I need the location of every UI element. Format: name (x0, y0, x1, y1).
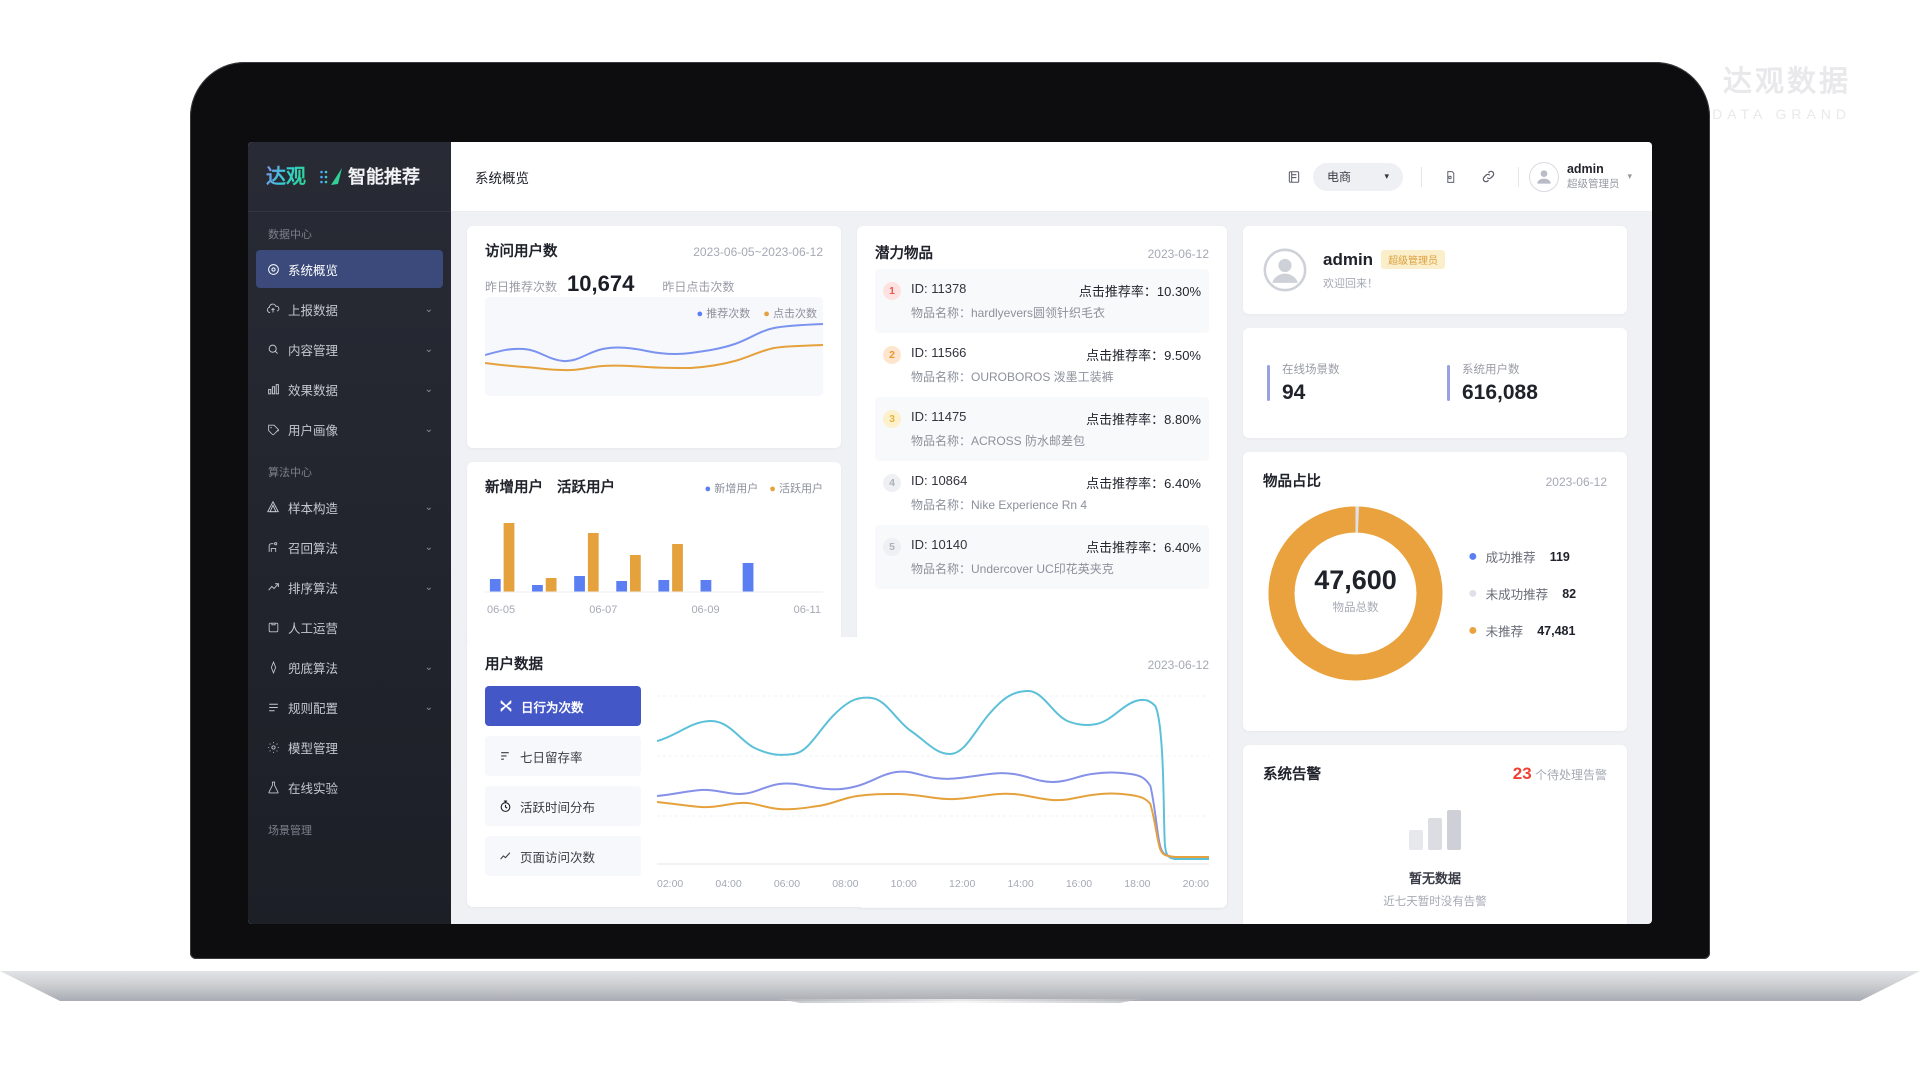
svg-text:达观: 达观 (266, 165, 306, 188)
svg-text:智能推荐: 智能推荐 (348, 166, 420, 187)
svg-text:47,600: 47,600 (1314, 565, 1397, 595)
svg-text:物品总数: 物品总数 (1333, 600, 1379, 614)
